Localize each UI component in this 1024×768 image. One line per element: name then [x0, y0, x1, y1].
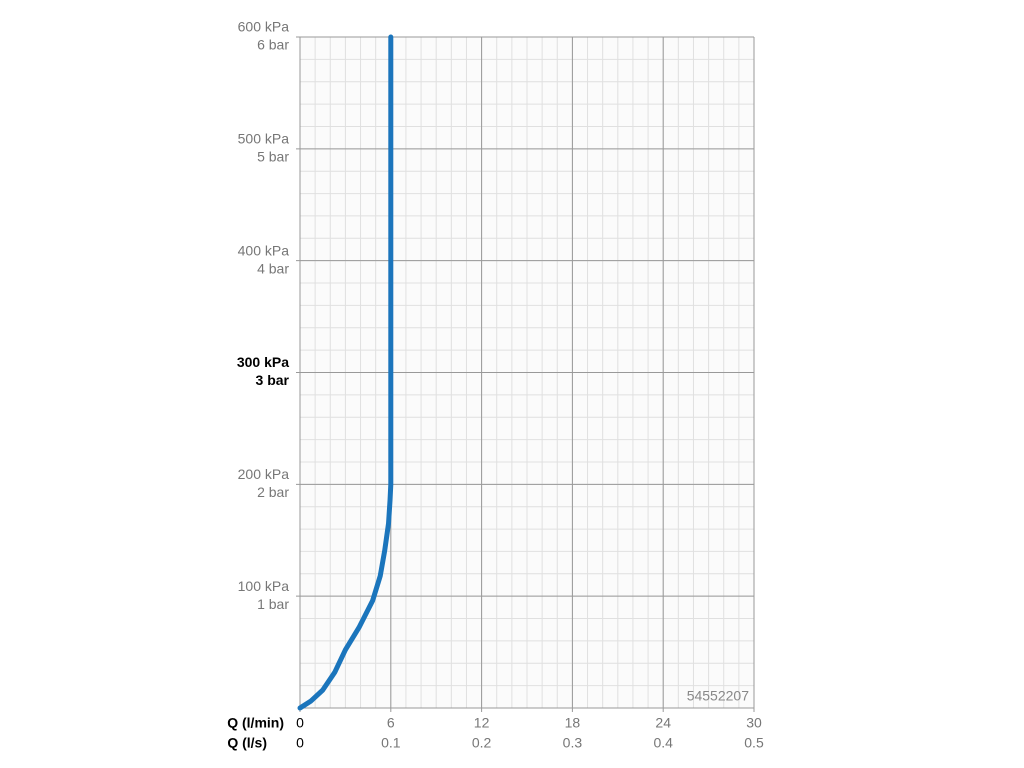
x-tick-label-2: 0: [296, 735, 304, 751]
x-tick-label-2: 0.1: [381, 735, 401, 751]
x-tick-label-2: 0.4: [653, 735, 673, 751]
x-tick-label-2: 0.3: [563, 735, 583, 751]
y-tick-label: 4 bar: [257, 260, 289, 276]
y-tick-label: 6 bar: [257, 37, 289, 53]
y-tick-label: 5 bar: [257, 149, 289, 165]
x-tick-label: 12: [474, 715, 490, 731]
x-axis-label: Q (l/min): [227, 715, 284, 731]
y-tick-label: 300 kPa: [237, 354, 289, 370]
y-tick-label: 3 bar: [256, 372, 290, 388]
y-tick-label: 1 bar: [257, 596, 289, 612]
x-tick-label-2: 0.2: [472, 735, 492, 751]
y-tick-label: 500 kPa: [238, 131, 290, 147]
flow-curve: [297, 34, 394, 711]
x-tick-label: 18: [565, 715, 581, 731]
annotation: 54552207: [687, 688, 750, 704]
x-tick-label: 30: [746, 715, 762, 731]
y-tick-label: 600 kPa: [238, 19, 290, 35]
y-tick-label: 2 bar: [257, 484, 289, 500]
x-axis-label-2: Q (l/s): [227, 735, 267, 751]
y-tick-label: 200 kPa: [238, 466, 290, 482]
x-tick-label: 6: [387, 715, 395, 731]
y-tick-label: 400 kPa: [238, 242, 290, 258]
y-tick-label: 100 kPa: [238, 578, 290, 594]
x-tick-label: 24: [655, 715, 671, 731]
x-tick-label: 0: [296, 715, 304, 731]
x-tick-label-2: 0.5: [744, 735, 764, 751]
